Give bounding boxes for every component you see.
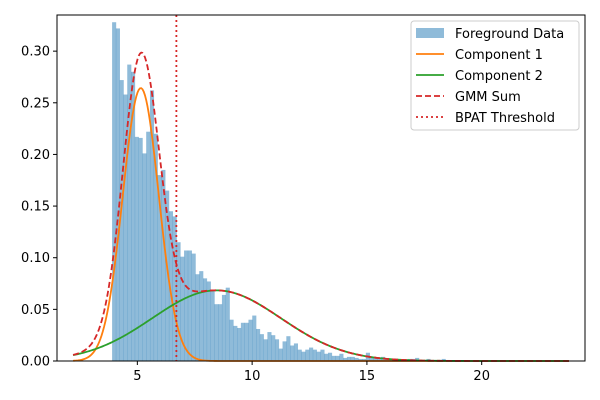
legend-label-component-1: Component 1: [455, 48, 543, 63]
y-tick-label: 0.15: [21, 200, 50, 215]
histogram-bar: [134, 136, 139, 361]
histogram-bar: [119, 80, 124, 361]
histogram-bar: [369, 356, 374, 361]
histogram-bar: [157, 175, 162, 361]
histogram-bar: [131, 71, 136, 361]
histogram-bar: [153, 133, 158, 361]
histogram-bar: [282, 341, 287, 361]
histogram-bar: [259, 334, 264, 361]
y-tick-label: 0.10: [21, 251, 50, 266]
histogram-bar: [195, 274, 200, 361]
x-axis: 5 10 15 20: [133, 361, 490, 384]
legend-box: [410, 20, 580, 131]
histogram-bar: [214, 304, 219, 361]
histogram-bar: [210, 290, 215, 361]
histogram-bar: [316, 351, 321, 361]
histogram-bar: [149, 90, 155, 362]
histogram-bar: [297, 349, 302, 361]
histogram-bar: [358, 358, 363, 361]
histogram-bar: [240, 322, 245, 361]
histogram-bar: [293, 343, 298, 361]
histogram-bar: [354, 357, 359, 361]
histogram-bar: [350, 356, 355, 361]
legend-label-component-2: Component 2: [455, 69, 543, 84]
legend: Foreground Data Component 1 Component 2 …: [410, 20, 580, 131]
histogram-bar: [305, 349, 310, 361]
histogram-bar: [123, 94, 128, 361]
histogram-bar: [252, 315, 257, 361]
histogram-bar: [229, 319, 234, 361]
histogram-bar: [218, 304, 223, 361]
y-tick-label: 0.00: [21, 355, 50, 370]
histogram-bar: [191, 253, 196, 361]
histogram-bar: [278, 348, 283, 361]
histogram-bars: [112, 22, 450, 362]
histogram-bar: [346, 356, 352, 361]
legend-label-gmm-sum: GMM Sum: [455, 90, 521, 105]
plot-area: [72, 15, 569, 362]
legend-label-bpat-threshold: BPAT Threshold: [455, 111, 555, 126]
histogram-bar: [142, 153, 147, 361]
histogram-bar: [274, 339, 280, 361]
histogram-bar: [312, 349, 317, 361]
histogram-bar: [168, 211, 173, 361]
histogram-bar: [172, 216, 177, 361]
histogram-bar: [377, 358, 382, 361]
histogram-bar: [187, 250, 192, 361]
histogram-bar: [244, 322, 249, 361]
histogram-bar: [301, 351, 306, 361]
histogram-bar: [271, 335, 276, 361]
x-tick-label: 15: [359, 369, 376, 384]
histogram-bar: [256, 328, 261, 361]
x-tick-label: 20: [473, 369, 490, 384]
y-tick-label: 0.05: [21, 303, 50, 318]
y-tick-label: 0.25: [21, 96, 50, 111]
histogram-bar: [115, 28, 120, 362]
histogram-bar: [362, 358, 367, 361]
histogram-bar: [138, 137, 143, 361]
histogram-bar: [237, 327, 242, 361]
y-tick-label: 0.30: [21, 45, 50, 60]
x-tick-label: 5: [133, 369, 141, 384]
histogram-bar: [263, 339, 268, 361]
histogram-bar: [146, 131, 151, 361]
histogram-bar: [233, 325, 238, 361]
histogram-bar: [225, 287, 230, 361]
histogram-bar: [309, 347, 314, 361]
axes-frame: [56, 14, 586, 362]
histogram-bar: [267, 332, 272, 361]
histogram-bar: [343, 357, 348, 361]
x-tick-label: 10: [244, 369, 261, 384]
histogram-bar: [165, 190, 170, 361]
histogram-bar: [415, 357, 420, 361]
histogram-bar: [286, 336, 291, 361]
y-axis: 0.00 0.05 0.10 0.15 0.20 0.25 0.30: [21, 45, 57, 370]
histogram-bar: [161, 169, 166, 361]
histogram-bar: [203, 278, 208, 361]
histogram-bar: [290, 345, 295, 361]
histogram-bar: [324, 353, 329, 361]
histogram-bar: [127, 64, 132, 361]
histogram-bar: [331, 355, 336, 361]
histogram-bar: [206, 281, 211, 361]
histogram-bar: [328, 352, 333, 361]
histogram-bar: [373, 357, 378, 361]
legend-label-foreground: Foreground Data: [455, 27, 564, 42]
histogram-bar: [184, 250, 189, 361]
histogram-bar: [320, 349, 325, 361]
histogram-bar: [339, 353, 344, 361]
histogram-bar: [180, 256, 185, 361]
histogram-bar: [221, 294, 227, 361]
histogram-bar: [335, 355, 340, 361]
legend-swatch-foreground: [416, 28, 444, 38]
histogram-bar: [112, 22, 117, 361]
histogram-bar: [248, 319, 253, 361]
histogram-bar: [384, 358, 389, 361]
histogram-bar: [199, 271, 204, 361]
y-tick-label: 0.20: [21, 148, 50, 163]
